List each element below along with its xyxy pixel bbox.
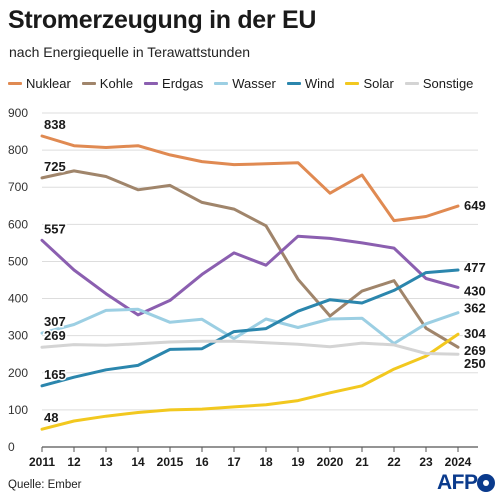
series-nuklear-line (40, 134, 460, 223)
series-solar-line (40, 332, 460, 431)
series-sonstige-line (40, 339, 460, 356)
legend-item-solar: Solar (345, 76, 394, 91)
afp-logo-mark (477, 474, 495, 492)
series-solar-end-label: 304 (464, 326, 486, 341)
x-tick-label: 17 (227, 455, 241, 469)
y-tick-label: 0 (8, 440, 15, 454)
series-sonstige-start-label: 269 (44, 328, 66, 343)
x-tick-label: 18 (259, 455, 273, 469)
legend-label: Erdgas (162, 76, 204, 91)
legend-item-nuklear: Nuklear (8, 76, 71, 91)
y-tick-label: 700 (8, 180, 28, 194)
y-tick-label: 800 (8, 143, 28, 157)
y-tick-label: 600 (8, 217, 28, 231)
y-tick-label: 500 (8, 254, 28, 268)
series-wind-start-label: 165 (44, 367, 66, 382)
series-lines (40, 134, 460, 431)
series-kohle-end-label: 269 (464, 343, 486, 358)
legend-swatch (144, 82, 159, 85)
y-tick-label: 900 (8, 106, 28, 120)
legend-swatch (81, 82, 96, 85)
x-axis-ticks: 2011 12 13 14 2015 16 17 18 19 2020 21 22 23 2024 (29, 447, 472, 469)
series-solar-start-label: 48 (44, 410, 58, 425)
x-tick-label: 12 (67, 455, 81, 469)
x-tick-label: 21 (355, 455, 369, 469)
x-tick-label: 2020 (317, 455, 344, 469)
legend-swatch (345, 82, 360, 85)
series-wind-end-label: 477 (464, 260, 486, 275)
legend-label: Solar (363, 76, 394, 91)
legend-swatch (404, 82, 419, 85)
legend-swatch (286, 82, 301, 85)
x-tick-label: 19 (291, 455, 305, 469)
legend-swatch (8, 82, 22, 85)
legend-item-kohle: Kohle (81, 76, 134, 91)
afp-logo: AFP (437, 470, 497, 496)
source-note: Quelle: Ember (8, 479, 82, 491)
series-kohle-start-label: 725 (44, 159, 66, 174)
x-tick-label: 2011 (29, 455, 55, 469)
chart-subtitle: nach Energiequelle in Terawattstunden (9, 44, 251, 60)
series-erdgas-end-label: 430 (464, 283, 486, 298)
series-wasser-start-label: 307 (44, 314, 66, 329)
data-labels: 838 725 557 307 165 48 269 649 269 430 362 477 304 25… (43, 116, 488, 427)
chart-title: Stromerzeugung in der EU (8, 6, 317, 34)
series-erdgas-start-label: 557 (44, 221, 66, 236)
legend-item-wind: Wind (286, 76, 335, 91)
afp-logo-text: AFP (437, 471, 478, 494)
legend-label: Nuklear (26, 76, 71, 91)
series-erdgas-line (40, 234, 460, 317)
x-tick-label: 14 (131, 455, 145, 469)
y-axis-ticks: 0 100 200 300 400 500 600 700 800 900 (8, 106, 28, 454)
legend-item-erdgas: Erdgas (144, 76, 203, 91)
x-tick-label: 2015 (157, 455, 184, 469)
y-tick-label: 300 (8, 329, 28, 343)
legend-label: Wind (304, 76, 335, 91)
series-sonstige-end-label: 250 (464, 356, 486, 371)
y-tick-label: 200 (8, 366, 28, 380)
legend-label: Wasser (232, 76, 276, 91)
legend: Nuklear Kohle Erdgas Wasser Wind Solar Sonstig… (8, 76, 484, 91)
legend-item-sonstige: Sonstige (404, 76, 474, 91)
legend-item-wasser: Wasser (214, 76, 276, 91)
x-tick-label: 13 (99, 455, 113, 469)
legend-label: Sonstige (422, 76, 474, 91)
x-tick-label: 22 (387, 455, 401, 469)
series-wasser-line (40, 307, 460, 345)
series-kohle-line (40, 169, 460, 349)
x-tick-label: 16 (195, 455, 209, 469)
x-tick-label: 23 (419, 455, 433, 469)
series-wind-line (40, 268, 460, 388)
legend-label: Kohle (99, 76, 134, 91)
y-tick-label: 400 (8, 292, 28, 306)
legend-swatch (214, 82, 229, 85)
series-nuklear-end-label: 649 (464, 198, 486, 213)
x-tick-label: 2024 (445, 455, 472, 469)
series-nuklear-start-label: 838 (44, 117, 66, 132)
y-tick-label: 100 (8, 403, 28, 417)
series-wasser-end-label: 362 (464, 301, 486, 316)
